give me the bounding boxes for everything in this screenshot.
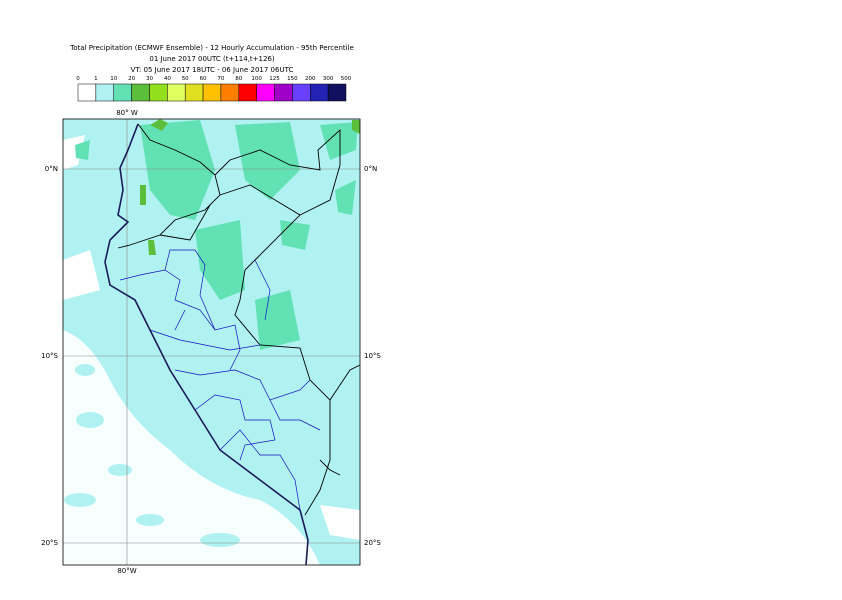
legend: 0 1 10 20 30 40 50 60 70 80 100 125 150 200 300 500 bbox=[76, 76, 352, 102]
coastline bbox=[104, 123, 309, 565]
showers bbox=[64, 364, 240, 547]
lat-label: 0°N bbox=[364, 165, 377, 173]
legend-swatch bbox=[131, 83, 150, 102]
legend-label: 500 bbox=[341, 76, 352, 82]
legend-swatch bbox=[238, 83, 257, 102]
map-frame bbox=[62, 118, 361, 566]
legend-label: 70 bbox=[217, 76, 224, 82]
legend-swatch bbox=[149, 83, 168, 102]
lat-label: 10°S bbox=[41, 352, 58, 360]
legend-label: 80 bbox=[235, 76, 242, 82]
legend-label: 30 bbox=[146, 76, 153, 82]
lat-labels: 0°N 0°N 10°S 10°S 20°S 20°S bbox=[41, 165, 381, 547]
title: Total Precipitation (ECMWF Ensemble) - 1… bbox=[69, 44, 354, 52]
legend-label: 40 bbox=[164, 76, 171, 82]
legend-swatch bbox=[274, 83, 293, 102]
legend-swatch bbox=[292, 83, 311, 102]
legend-swatch bbox=[327, 83, 347, 102]
lon-label: 80° W bbox=[116, 109, 138, 117]
legend-swatch bbox=[202, 83, 222, 102]
legend-label: 100 bbox=[251, 76, 262, 82]
graticule bbox=[63, 119, 360, 565]
legend-label: 0 bbox=[76, 76, 80, 82]
lat-label: 10°S bbox=[364, 352, 381, 360]
legend-swatch bbox=[95, 83, 114, 102]
legend-label: 1 bbox=[94, 76, 98, 82]
lat-label: 0°N bbox=[45, 165, 58, 173]
country-borders bbox=[117, 123, 360, 516]
lat-label: 20°S bbox=[41, 539, 58, 547]
legend-swatch bbox=[310, 83, 329, 102]
legend-swatch bbox=[256, 83, 275, 102]
legend-label: 20 bbox=[128, 76, 135, 82]
legend-label: 10 bbox=[110, 76, 117, 82]
legend-swatch bbox=[184, 83, 204, 102]
legend-label: 200 bbox=[305, 76, 316, 82]
legend-label: 150 bbox=[287, 76, 298, 82]
legend-swatch bbox=[167, 83, 186, 102]
legend-swatch bbox=[113, 83, 132, 102]
legend-label: 125 bbox=[269, 76, 280, 82]
map: 80° W 80°W 0°N 0°N 10°S 10°S 20°S 20°S bbox=[41, 109, 381, 575]
legend-swatch bbox=[77, 83, 97, 102]
run-time: 01 June 2017 00UTC (t+114,t+126) bbox=[149, 55, 275, 63]
lat-label: 20°S bbox=[364, 539, 381, 547]
valid-time: VT: 05 June 2017 18UTC - 06 June 2017 06… bbox=[131, 66, 294, 74]
legend-label: 50 bbox=[182, 76, 189, 82]
regional-borders bbox=[119, 249, 321, 511]
legend-swatch bbox=[220, 83, 240, 102]
legend-label: 300 bbox=[323, 76, 334, 82]
lon-label: 80°W bbox=[117, 567, 136, 575]
legend-label: 60 bbox=[200, 76, 207, 82]
